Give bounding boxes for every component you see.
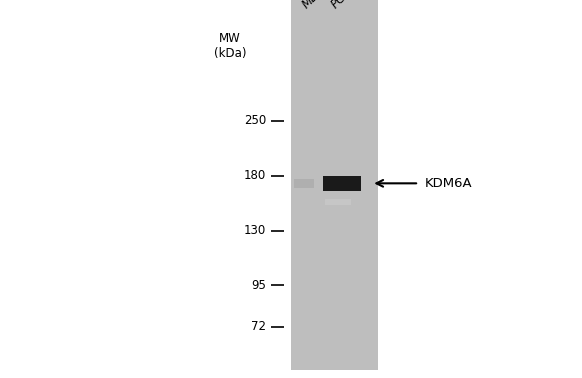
Text: MW
(kDa): MW (kDa) [214, 32, 246, 60]
Bar [325, 199, 351, 205]
Text: 95: 95 [251, 279, 266, 292]
Text: 250: 250 [244, 115, 266, 127]
Text: 180: 180 [244, 169, 266, 182]
Bar [323, 176, 361, 191]
Text: MDCK: MDCK [300, 0, 333, 11]
Text: PG-4: PG-4 [329, 0, 358, 11]
Text: 72: 72 [251, 321, 266, 333]
Text: KDM6A: KDM6A [425, 177, 473, 190]
Bar [294, 178, 314, 188]
Text: 130: 130 [244, 224, 266, 237]
